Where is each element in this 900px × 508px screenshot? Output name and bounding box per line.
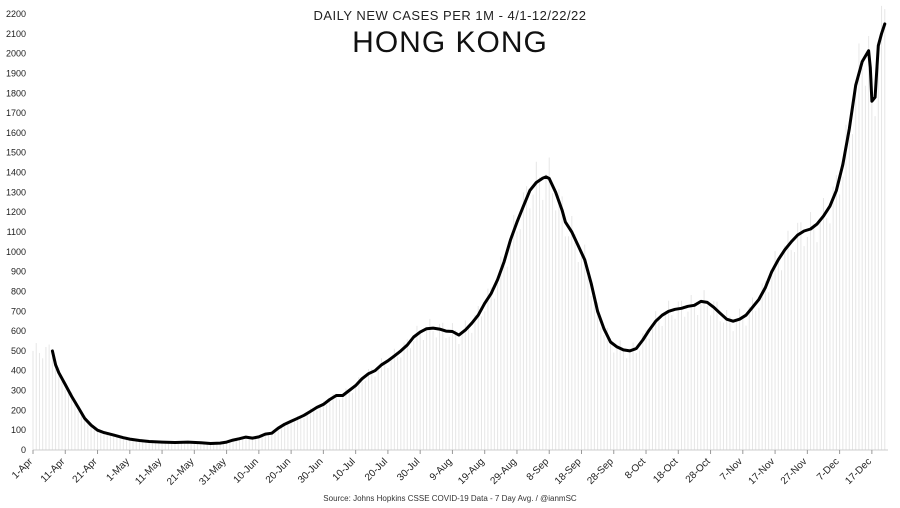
y-tick-label: 1100 — [7, 227, 26, 237]
x-tick-label: 7-Nov — [718, 456, 745, 483]
x-tick-label: 29-Aug — [489, 456, 520, 487]
x-tick-label: 11-May — [133, 456, 164, 487]
x-tick-label: 30-Jun — [296, 456, 325, 485]
x-tick-label: 28-Sep — [585, 456, 616, 487]
x-tick-label: 11-Apr — [39, 456, 68, 485]
x-tick-label: 28-Oct — [684, 456, 713, 485]
x-tick-label: 17-Nov — [747, 456, 778, 487]
y-tick-label: 1400 — [6, 168, 26, 178]
x-tick-label: 1-Apr — [10, 456, 36, 482]
x-tick-label: 18-Oct — [651, 456, 680, 485]
y-tick-label: 800 — [11, 286, 26, 296]
chart-title: HONG KONG — [352, 26, 548, 59]
y-tick-label: 0 — [21, 445, 26, 455]
y-tick-label: 2100 — [6, 29, 26, 39]
x-tick-label: 18-Sep — [553, 456, 584, 487]
x-tick-label: 21-Apr — [71, 456, 100, 485]
x-tick-label: 20-Jul — [363, 456, 390, 483]
x-tick-label: 10-Jun — [232, 456, 261, 485]
y-tick-label: 200 — [11, 405, 26, 415]
y-tick-label: 1900 — [6, 68, 26, 78]
x-tick-label: 30-Jul — [395, 456, 422, 483]
y-tick-label: 1800 — [6, 88, 26, 98]
y-tick-label: 600 — [11, 326, 26, 336]
y-tick-label: 900 — [11, 267, 26, 277]
x-tick-label: 9-Aug — [428, 456, 455, 483]
y-tick-label: 300 — [11, 386, 26, 396]
y-tick-label: 2200 — [6, 9, 26, 19]
x-tick-label: 17-Dec — [843, 456, 874, 487]
y-tick-label: 1600 — [6, 128, 26, 138]
x-tick-label: 10-Jul — [331, 456, 358, 483]
y-tick-label: 1300 — [6, 187, 26, 197]
y-tick-label: 500 — [11, 346, 26, 356]
x-tick-label: 31-May — [197, 456, 228, 487]
y-tick-label: 1000 — [6, 247, 26, 257]
y-tick-label: 1500 — [6, 148, 26, 158]
x-tick-label: 7-Dec — [815, 456, 842, 483]
x-tick-label: 21-May — [165, 456, 196, 487]
x-tick-label: 20-Jun — [264, 456, 293, 485]
x-tick-label: 8-Sep — [525, 456, 552, 483]
x-tick-label: 19-Aug — [456, 456, 487, 487]
y-tick-label: 700 — [11, 306, 26, 316]
x-tick-label: 8-Oct — [623, 456, 648, 481]
x-tick-label: 1-May — [104, 456, 131, 483]
y-tick-label: 100 — [11, 425, 26, 435]
series-line — [50, 22, 887, 445]
y-tick-label: 400 — [11, 366, 26, 376]
chart-subtitle: DAILY NEW CASES PER 1M - 4/1-12/22/22 — [313, 8, 587, 23]
y-tick-label: 1700 — [6, 108, 26, 118]
chart-source: Source: Johns Hopkins CSSE COVID-19 Data… — [323, 494, 577, 503]
x-tick-label: 27-Nov — [779, 456, 810, 487]
y-tick-label: 1200 — [6, 207, 26, 217]
y-tick-label: 2000 — [6, 49, 26, 59]
